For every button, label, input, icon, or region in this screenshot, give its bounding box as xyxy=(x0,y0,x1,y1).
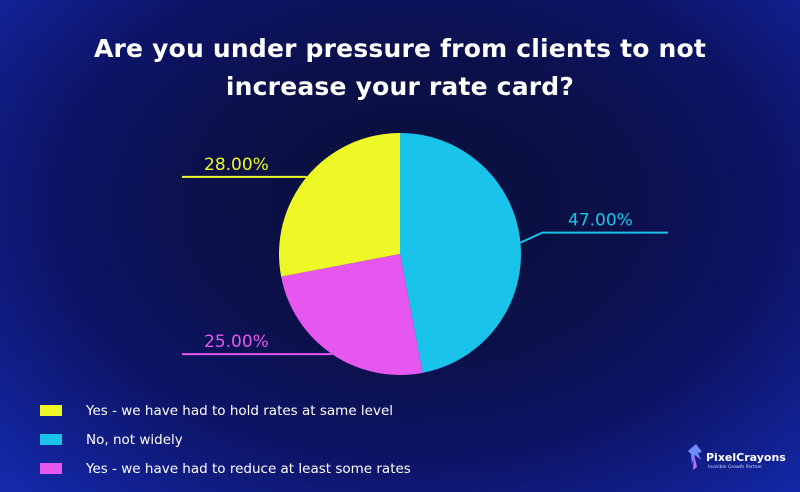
legend-item: Yes - we have had to reduce at least som… xyxy=(40,454,411,483)
legend-label: Yes - we have had to reduce at least som… xyxy=(86,460,411,477)
pie-data-label: 25.00% xyxy=(204,332,269,352)
pie-slices xyxy=(279,133,521,375)
pie-data-label: 28.00% xyxy=(204,155,269,175)
chart-title: Are you under pressure from clients to n… xyxy=(0,30,800,106)
chart-legend: Yes - we have had to hold rates at same … xyxy=(40,396,411,483)
chart-title-line-1: Are you under pressure from clients to n… xyxy=(93,34,707,63)
pixelcrayons-logo-icon xyxy=(688,444,702,470)
legend-item: No, not widely xyxy=(40,425,411,454)
chart-title-line-2: increase your rate card? xyxy=(225,72,575,101)
legend-swatch xyxy=(40,463,62,474)
pie-slice xyxy=(279,133,400,277)
brand-name: PixelCrayons xyxy=(706,451,786,464)
legend-label: Yes - we have had to hold rates at same … xyxy=(86,402,394,419)
legend-label: No, not widely xyxy=(86,431,183,448)
legend-item: Yes - we have had to hold rates at same … xyxy=(40,396,411,425)
pie-leader-lines xyxy=(182,175,668,356)
pie-data-label: 47.00% xyxy=(568,211,633,231)
pie-slice xyxy=(400,133,521,373)
legend-swatch xyxy=(40,434,62,445)
brand-tagline: Invisible Growth Partner xyxy=(708,465,763,470)
brand-logo-block: PixelCrayons Invisible Growth Partner xyxy=(686,442,786,476)
pie-leader-line xyxy=(520,231,668,244)
legend-swatch xyxy=(40,405,62,416)
pie-data-labels: 47.00% 25.00% 28.00% xyxy=(204,155,633,352)
pie-slice xyxy=(281,254,423,375)
